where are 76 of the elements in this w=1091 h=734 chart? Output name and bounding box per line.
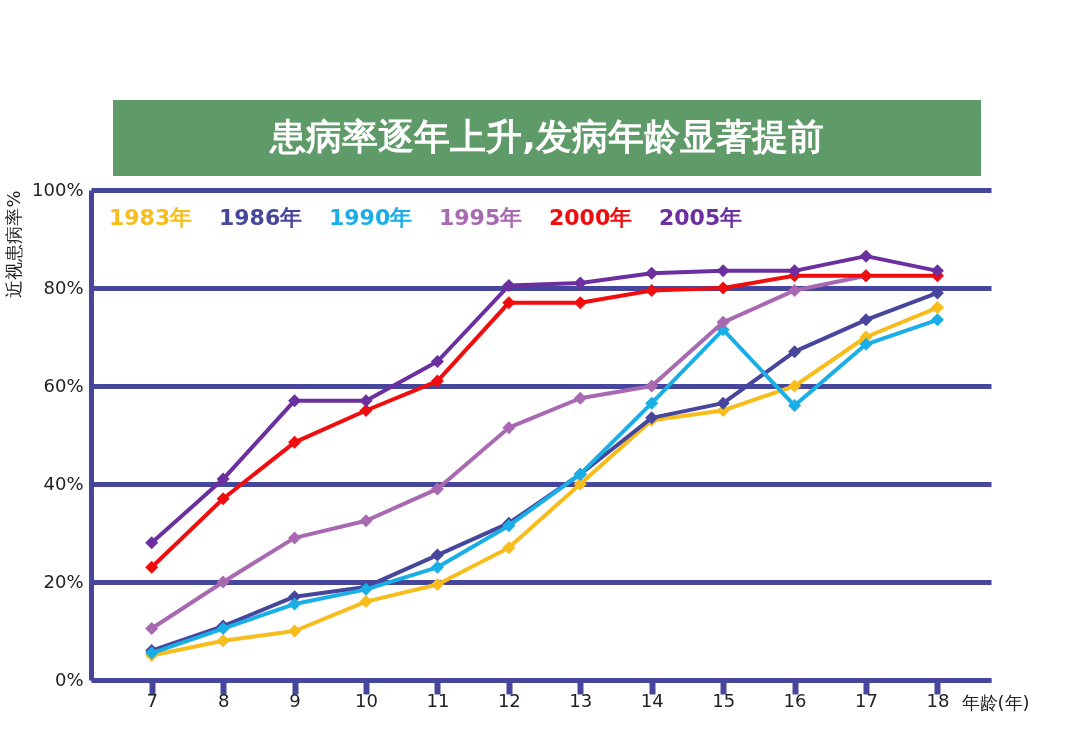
x-tick-label: 15: [712, 689, 736, 711]
x-tick-label: 8: [217, 689, 230, 711]
x-tick-label: 10: [355, 689, 378, 711]
point: [645, 396, 659, 410]
point: [573, 391, 587, 405]
point: [788, 264, 802, 278]
point: [145, 536, 159, 550]
text: 1990年: [329, 205, 413, 230]
text: 1995年: [439, 205, 523, 230]
text: 1986年: [219, 205, 303, 230]
point: [716, 264, 730, 278]
point: [359, 394, 373, 408]
point: [359, 595, 373, 609]
point: [859, 337, 873, 351]
point: [502, 541, 516, 555]
point: [716, 281, 730, 295]
point: [430, 374, 444, 388]
point: [930, 301, 944, 315]
point: [216, 634, 230, 648]
x-tick-label: 7: [146, 689, 158, 711]
y-tick-label: 20%: [43, 570, 84, 592]
x-tick-label: 16: [783, 689, 807, 711]
point: [788, 399, 802, 413]
point: [573, 296, 587, 310]
point: [930, 313, 944, 327]
y-axis-title: 近视患病率%: [3, 190, 25, 298]
point: [716, 396, 730, 410]
x-tick-label: 9: [289, 689, 301, 711]
point: [502, 296, 516, 310]
point: [288, 597, 302, 611]
point: [145, 560, 159, 574]
text: 1983年: [109, 205, 193, 230]
point: [859, 313, 873, 327]
point: [859, 249, 873, 263]
point: [573, 477, 587, 491]
series-label: 2005年: [659, 205, 743, 230]
chart-title: 患病率逐年上升,发病年龄显著提前: [268, 116, 824, 157]
point: [930, 264, 944, 278]
point: [430, 354, 444, 369]
point: [216, 492, 230, 506]
point: [716, 315, 730, 329]
point: [502, 279, 516, 293]
point: [359, 403, 373, 418]
point: [359, 514, 373, 528]
y-tick-label: 0%: [54, 668, 84, 690]
point: [288, 624, 302, 638]
point: [788, 345, 802, 359]
y-tick-label: 40%: [43, 472, 84, 494]
point: [216, 575, 230, 589]
point: [788, 379, 802, 393]
point: [430, 548, 444, 562]
point: [645, 266, 659, 280]
point: [430, 482, 444, 496]
y-tick-label: 80%: [43, 276, 84, 298]
x-tick-label: 18: [926, 689, 950, 711]
point: [788, 283, 802, 297]
point: [288, 531, 302, 545]
point: [288, 435, 302, 449]
x-tick-label: 11: [426, 689, 450, 711]
point: [216, 472, 230, 486]
x-tick-label: 12: [497, 689, 521, 711]
point: [573, 276, 587, 290]
point: [502, 421, 516, 435]
x-tick-label: 13: [569, 689, 593, 711]
point: [645, 379, 659, 393]
x-tick-label: 17: [855, 689, 878, 711]
x-axis-title: 年龄(年): [961, 691, 1030, 713]
point: [288, 394, 302, 408]
y-tick-label: 60%: [43, 374, 84, 396]
y-tick-label: 100%: [32, 178, 84, 200]
text: 2000年: [549, 205, 633, 230]
x-tick-label: 14: [640, 689, 664, 711]
point: [430, 577, 444, 591]
point: [145, 622, 159, 636]
point: [430, 560, 444, 574]
point: [645, 283, 659, 297]
